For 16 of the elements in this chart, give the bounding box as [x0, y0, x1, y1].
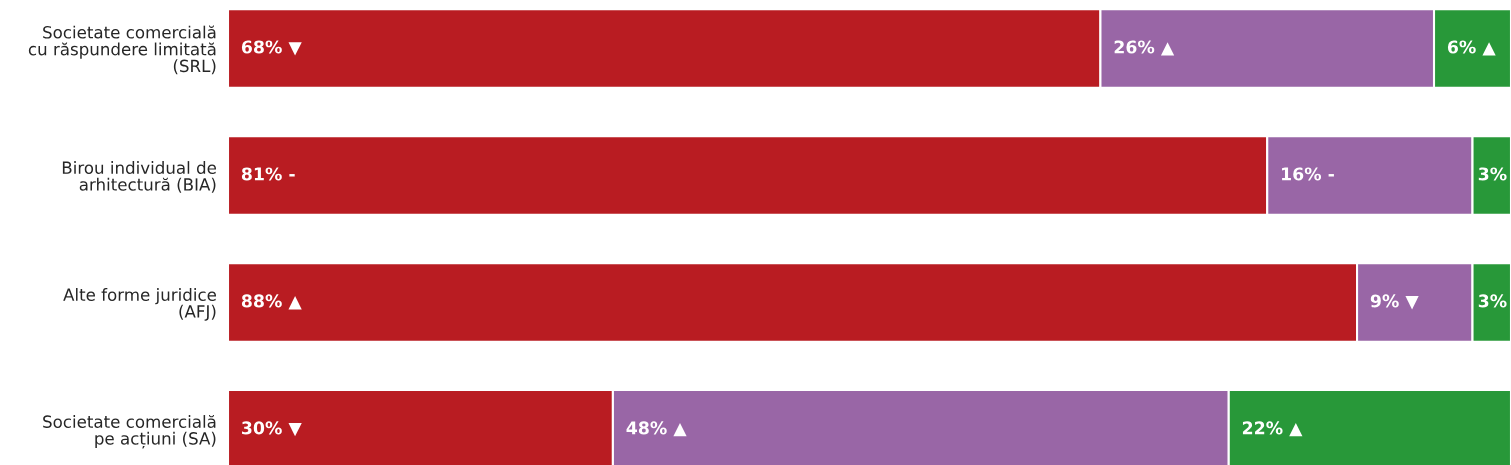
data-label: 22% ▲ [1242, 421, 1303, 437]
data-label: 68% ▼ [241, 40, 302, 56]
y-tick-label: Societate comercială cu răspundere limitată (SRL) [28, 25, 216, 75]
data-label: 6% ▲ [1447, 40, 1496, 56]
y-tick-label: Societate comercială pe acțiuni (SA) [43, 414, 216, 449]
data-label: 9% ▼ [1370, 294, 1419, 310]
y-tick-label: Birou individual de arhitectură (BIA) [62, 161, 216, 193]
y-tick-label: Alte forme juridice (AFJ) [63, 288, 216, 321]
data-label: 48% ▲ [626, 421, 687, 437]
data-label: 3% [1478, 167, 1507, 181]
data-label: 30% ▼ [241, 421, 302, 437]
data-label: 88% ▲ [241, 294, 302, 310]
data-label: 81% - [241, 167, 295, 181]
data-label: 26% ▲ [1114, 40, 1175, 56]
data-label: 16% - [1282, 167, 1334, 181]
data-label: 3% [1478, 294, 1507, 308]
